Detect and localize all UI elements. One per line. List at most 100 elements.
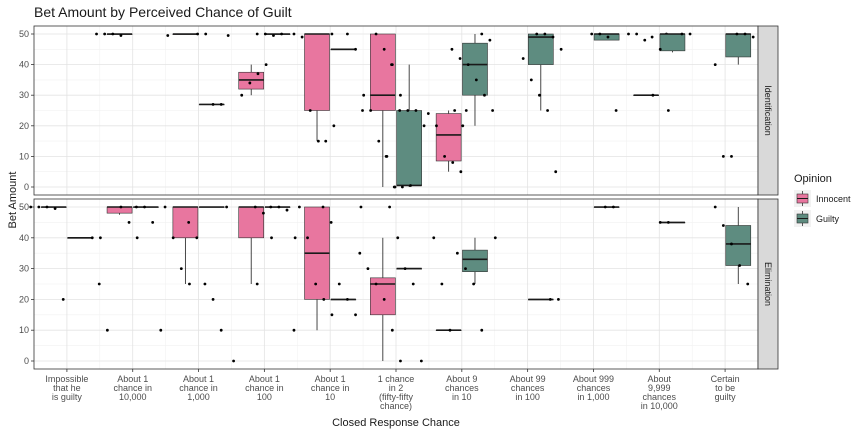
data-point <box>269 205 273 209</box>
data-point <box>743 32 747 36</box>
data-point <box>483 93 486 97</box>
data-point <box>411 282 415 286</box>
data-point <box>746 282 750 286</box>
x-tick-label: About 1 chance in 100 <box>245 374 284 402</box>
data-point <box>419 359 423 363</box>
data-point <box>666 221 670 224</box>
data-point <box>143 205 146 209</box>
box-body <box>396 110 422 186</box>
data-point <box>324 139 328 143</box>
data-point <box>308 109 312 112</box>
box-body <box>304 33 330 111</box>
data-point <box>451 161 455 164</box>
legend-label-guilty: Guilty <box>816 214 840 224</box>
facet-strip-label: Identification <box>763 85 773 136</box>
data-point <box>493 236 497 240</box>
y-tick-label: 10 <box>19 151 29 161</box>
data-point <box>458 57 462 60</box>
data-point <box>270 236 273 240</box>
facet-strip <box>757 25 779 196</box>
data-point <box>264 63 268 66</box>
box-body <box>462 249 488 272</box>
data-point <box>337 282 341 286</box>
y-tick-label: 50 <box>19 202 29 212</box>
box-guilty <box>658 221 686 224</box>
data-point <box>399 359 402 363</box>
data-point <box>256 72 260 76</box>
data-point <box>321 205 325 209</box>
data-point <box>713 63 717 66</box>
data-point <box>651 93 655 97</box>
x-tick-label: About 9 chances in 10 <box>445 374 479 402</box>
box-innocent <box>361 32 402 189</box>
x-tick-label: About 99 chances in 100 <box>510 374 546 402</box>
data-point <box>590 32 594 36</box>
data-point <box>426 112 430 115</box>
data-point <box>598 32 602 36</box>
box-innocent <box>627 32 668 97</box>
data-point <box>406 109 410 112</box>
box-body <box>659 33 686 52</box>
data-point <box>414 109 418 112</box>
box-guilty <box>396 267 423 363</box>
x-tick-label: About 1 chance in 10 <box>311 374 350 402</box>
y-tick-label: 20 <box>19 121 29 131</box>
data-point <box>440 282 444 286</box>
data-point <box>464 267 467 270</box>
data-point <box>721 224 725 227</box>
box-innocent <box>292 32 334 143</box>
data-point <box>179 267 183 270</box>
data-point <box>751 35 755 39</box>
box-guilty <box>384 63 426 189</box>
box-innocent <box>95 32 133 37</box>
data-point <box>330 313 334 317</box>
data-point <box>127 221 131 224</box>
panel-elimination: 0 10 20 30 40 50 Elimination <box>19 198 779 370</box>
data-point <box>332 124 336 128</box>
data-point <box>680 32 684 36</box>
data-point <box>119 205 123 209</box>
legend-label-innocent: Innocent <box>816 194 851 204</box>
data-point <box>453 109 457 112</box>
y-tick-label: 50 <box>19 29 29 39</box>
box-body <box>106 206 133 214</box>
data-point <box>135 236 139 240</box>
box-innocent <box>97 205 139 332</box>
data-point <box>398 109 402 112</box>
box-guilty <box>133 205 163 332</box>
data-point <box>226 34 230 37</box>
data-point <box>554 170 558 174</box>
box-body <box>725 33 752 58</box>
data-point <box>466 63 470 66</box>
y-tick-label: 0 <box>24 182 29 192</box>
data-point <box>432 236 436 240</box>
data-point <box>329 221 333 224</box>
data-point <box>322 298 326 301</box>
data-point <box>543 32 547 36</box>
box-guilty <box>713 205 752 286</box>
data-point <box>293 236 297 240</box>
box-guilty <box>255 32 291 37</box>
data-point <box>688 32 692 36</box>
box-innocent <box>232 205 273 363</box>
box-guilty <box>590 32 620 112</box>
box-body <box>527 33 554 65</box>
data-point <box>196 32 199 36</box>
data-point <box>263 32 267 36</box>
box-innocent <box>29 205 67 301</box>
data-point <box>277 205 281 209</box>
data-point <box>382 298 386 301</box>
box-innocent <box>426 109 468 174</box>
data-point <box>219 102 223 106</box>
box-guilty <box>455 236 497 332</box>
data-point <box>272 34 275 37</box>
box-guilty <box>593 205 620 209</box>
data-point <box>211 102 215 106</box>
data-point <box>658 221 662 224</box>
data-point <box>480 32 484 36</box>
y-tick-label: 30 <box>19 264 29 274</box>
data-point <box>721 155 725 158</box>
x-tick-label: Impossible that he is guilty <box>45 374 88 402</box>
data-point <box>203 282 207 286</box>
box-body <box>370 33 396 111</box>
